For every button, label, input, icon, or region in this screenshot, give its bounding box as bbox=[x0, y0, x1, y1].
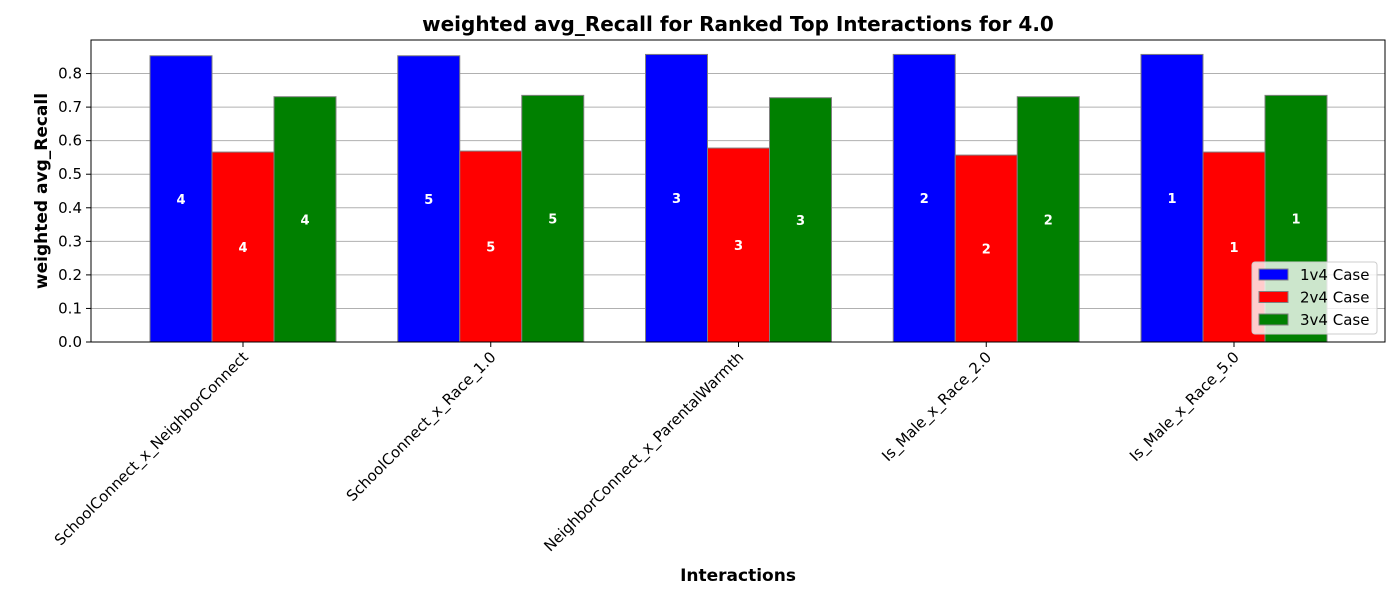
bar-data-label: 2 bbox=[982, 243, 991, 258]
bar bbox=[521, 94, 585, 343]
bar-data-label: 4 bbox=[176, 193, 185, 208]
bar bbox=[707, 147, 770, 343]
y-axis-label: weighted avg_Recall bbox=[32, 93, 52, 289]
y-tick-label: 0.3 bbox=[58, 232, 82, 250]
bar-data-label: 2 bbox=[1044, 213, 1053, 228]
legend-label: 1v4 Case bbox=[1300, 266, 1369, 284]
bar-data-label: 5 bbox=[486, 241, 495, 256]
y-tick-label: 0.2 bbox=[58, 266, 82, 284]
x-axis-ticks: SchoolConnect_x_NeighborConnect SchoolCon… bbox=[51, 342, 1244, 556]
bar-data-label: 4 bbox=[238, 241, 247, 256]
legend: 1v4 Case 2v4 Case 3v4 Case bbox=[1251, 261, 1378, 335]
bar bbox=[645, 53, 708, 343]
bar bbox=[149, 55, 213, 343]
bar-data-label: 3 bbox=[672, 192, 681, 207]
x-tick-label: Is_Male_x_Race_5.0 bbox=[1126, 348, 1244, 466]
y-tick-label: 0.0 bbox=[58, 333, 82, 351]
bar-data-label: 5 bbox=[424, 193, 433, 208]
chart-title: weighted avg_Recall for Ranked Top Inter… bbox=[422, 12, 1054, 36]
x-tick-label: SchoolConnect_x_NeighborConnect bbox=[51, 348, 253, 550]
bars bbox=[149, 53, 1328, 343]
bar-data-label: 4 bbox=[300, 213, 309, 228]
x-tick-label: SchoolConnect_x_Race_1.0 bbox=[343, 348, 501, 506]
bar bbox=[1016, 96, 1080, 343]
y-tick-label: 0.6 bbox=[58, 132, 82, 150]
y-tick-label: 0.1 bbox=[58, 299, 82, 317]
bar bbox=[211, 151, 275, 343]
bar bbox=[954, 154, 1018, 343]
bar-data-label: 1 bbox=[1291, 213, 1300, 228]
x-tick-label: NeighborConnect_x_ParentalWarmth bbox=[540, 348, 748, 556]
y-axis-ticks: 0.0 0.1 0.2 0.3 0.4 0.5 0.6 0.7 0.8 bbox=[58, 65, 91, 351]
legend-label: 3v4 Case bbox=[1300, 311, 1369, 329]
bar-labels: 4 4 4 5 5 5 3 3 3 2 2 2 1 1 1 bbox=[176, 192, 1300, 257]
bar-data-label: 1 bbox=[1167, 192, 1176, 207]
bar bbox=[1140, 53, 1204, 343]
bar-data-label: 2 bbox=[920, 192, 929, 207]
bar-data-label: 3 bbox=[734, 239, 743, 254]
x-tick-label: Is_Male_x_Race_2.0 bbox=[878, 348, 996, 466]
y-tick-label: 0.5 bbox=[58, 165, 82, 183]
legend-swatch bbox=[1258, 268, 1289, 281]
y-tick-label: 0.4 bbox=[58, 199, 82, 217]
legend-label: 2v4 Case bbox=[1300, 289, 1369, 307]
legend-swatch bbox=[1258, 313, 1289, 326]
bar-data-label: 1 bbox=[1229, 241, 1238, 256]
bar-data-label: 5 bbox=[548, 213, 557, 228]
bar bbox=[273, 96, 337, 343]
legend-swatch bbox=[1258, 291, 1289, 303]
y-tick-label: 0.8 bbox=[58, 65, 82, 83]
x-axis-label: Interactions bbox=[680, 566, 796, 586]
bar-data-label: 3 bbox=[796, 214, 805, 229]
y-tick-label: 0.7 bbox=[58, 98, 82, 116]
